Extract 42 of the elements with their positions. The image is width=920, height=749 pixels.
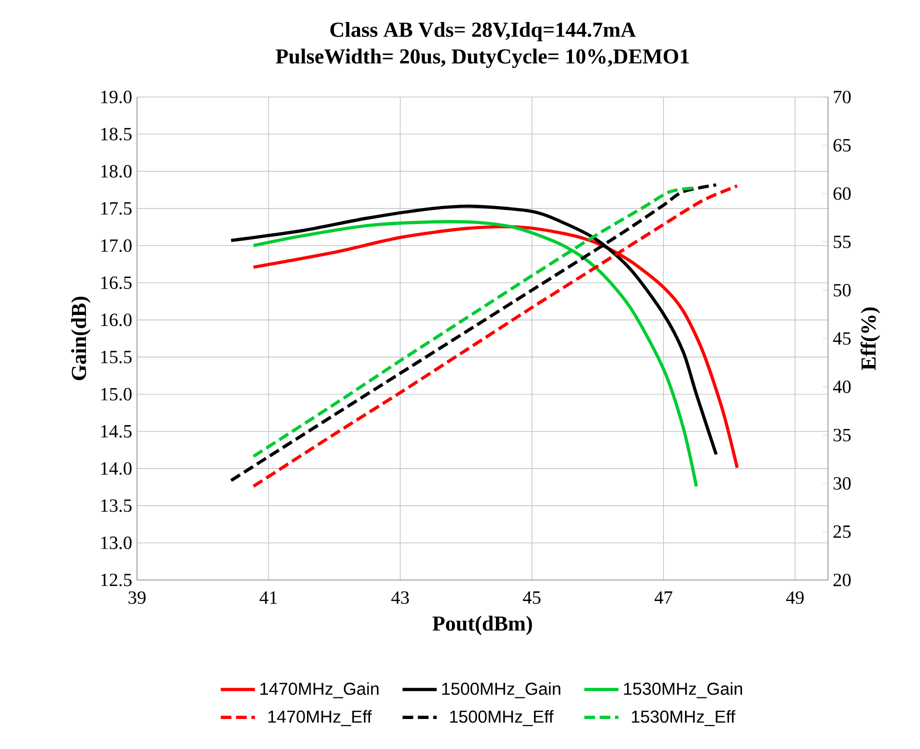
y-tick-label: 15.5	[101, 350, 132, 364]
y2-tick-label: 65	[834, 139, 851, 152]
chart-title: Class AB Vds= 28V,Idq=144.7mA	[330, 22, 636, 42]
y2-tick-label: 70	[834, 90, 851, 104]
y-tick-label: 18.0	[101, 164, 132, 178]
y-tick-label: 16.5	[101, 276, 132, 290]
legend-label: 1500MHz_Eff	[450, 710, 554, 726]
y2-axis-title: Eff(%)	[860, 307, 880, 370]
legend-label: 1500MHz_Gain	[442, 682, 560, 698]
y-tick-label: 16.0	[101, 314, 132, 326]
y-tick-label: 17.5	[101, 202, 132, 215]
y2-tick-label: 50	[834, 284, 851, 297]
y2-tick-label: 35	[834, 428, 851, 442]
y2-tick-label: 25	[834, 525, 851, 538]
y-tick-label: 14.5	[101, 425, 132, 438]
y-tick-label: 19.0	[101, 90, 132, 104]
y2-tick-label: 30	[834, 477, 851, 490]
y-tick-label: 14.0	[101, 462, 132, 475]
x-tick-label: 45	[522, 591, 540, 604]
x-tick-label: 39	[128, 591, 146, 604]
legend-label: 1530MHz_Gain	[624, 682, 742, 698]
x-tick-label: 47	[654, 591, 672, 604]
y2-tick-label: 40	[833, 380, 851, 394]
y-tick-label: 12.5	[101, 574, 132, 586]
legend-label: 1470MHz_Gain	[260, 682, 378, 698]
y2-tick-label: 60	[834, 187, 851, 200]
y-tick-label: 17.0	[101, 239, 132, 252]
x-tick-label: 41	[260, 591, 277, 604]
x-tick-label: 43	[391, 591, 409, 604]
legend-label: 1530MHz_Eff	[632, 710, 736, 726]
y-axis-title: Gain(dB)	[71, 296, 90, 380]
y2-tick-label: 45	[833, 332, 851, 345]
y-tick-label: 13.0	[101, 536, 132, 550]
y2-tick-label: 20	[834, 574, 851, 586]
y-tick-label: 15.0	[101, 388, 132, 401]
y2-tick-label: 55	[834, 236, 851, 248]
y-tick-label: 18.5	[101, 128, 132, 140]
x-axis-title: Pout(dBm)	[432, 616, 532, 636]
legend-label: 1470MHz_Eff	[268, 710, 372, 726]
y-tick-label: 13.5	[101, 499, 132, 512]
chart-subtitle: PulseWidth= 20us, DutyCycle= 10%,DEMO1	[276, 48, 689, 68]
x-tick-label: 49	[786, 591, 804, 604]
